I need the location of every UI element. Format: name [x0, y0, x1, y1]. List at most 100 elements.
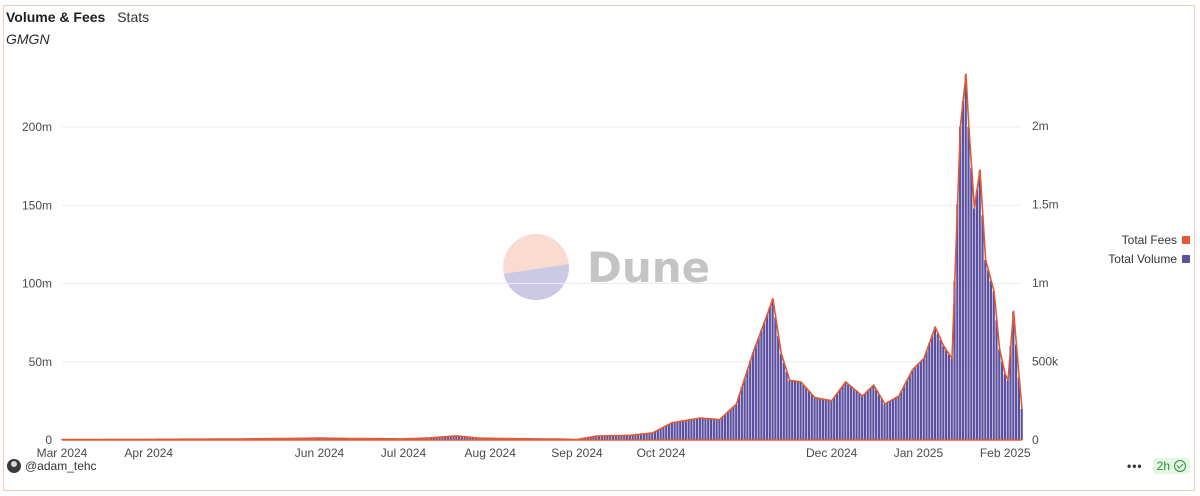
- author-name: @adam_tehc: [25, 459, 97, 473]
- volume-bar: [779, 353, 783, 440]
- volume-bar: [827, 400, 830, 440]
- volume-bar: [807, 391, 811, 440]
- y-right-tick-label: 500k: [1032, 355, 1059, 369]
- volume-bar: [463, 436, 466, 440]
- volume-bar: [469, 437, 472, 440]
- volume-bar: [950, 358, 953, 440]
- volume-bar: [841, 385, 844, 440]
- refresh-badge[interactable]: 2h: [1152, 458, 1190, 474]
- y-left-tick-label: 100m: [22, 277, 52, 291]
- volume-bar: [628, 435, 631, 440]
- legend-item-total-fees[interactable]: Total Fees: [1108, 230, 1190, 249]
- volume-bar: [676, 421, 679, 440]
- volume-bar: [623, 435, 626, 440]
- volume-bar: [796, 381, 799, 440]
- volume-bar: [880, 399, 883, 440]
- legend-swatch-total-volume: [1182, 254, 1190, 263]
- x-tick-label: Sep 2024: [551, 446, 603, 460]
- y-right-tick-label: 0: [1032, 433, 1039, 447]
- volume-bar: [721, 417, 724, 440]
- volume-bar: [891, 399, 895, 440]
- volume-bar: [494, 438, 497, 440]
- volume-bar: [427, 437, 430, 440]
- volume-bar: [869, 387, 872, 440]
- volume-bar: [989, 280, 993, 440]
- y-left-tick-label: 200m: [22, 120, 52, 134]
- volume-bar: [810, 394, 813, 440]
- tab-stats[interactable]: Stats: [117, 9, 150, 25]
- volume-bar: [1012, 311, 1015, 440]
- volume-bar: [1009, 346, 1012, 440]
- volume-bar: [637, 434, 640, 440]
- volume-bar: [488, 438, 492, 440]
- volume-bar: [737, 395, 741, 440]
- volume-bar: [631, 435, 634, 440]
- volume-bar: [1001, 361, 1004, 440]
- volume-bar: [819, 398, 822, 440]
- legend-item-total-volume[interactable]: Total Volume: [1108, 249, 1190, 268]
- volume-bar: [332, 438, 335, 440]
- volume-bar: [802, 385, 805, 440]
- volume-bar: [698, 418, 701, 440]
- volume-bar: [620, 435, 623, 440]
- volume-bar: [611, 435, 615, 440]
- volume-bar: [304, 438, 307, 440]
- volume-bar: [967, 127, 970, 440]
- volume-bar: [483, 438, 486, 440]
- volume-bar: [670, 422, 673, 440]
- legend-label-total-volume: Total Volume: [1108, 251, 1177, 266]
- volume-bar: [908, 374, 911, 440]
- volume-bar: [653, 431, 657, 440]
- volume-bar: [970, 167, 973, 440]
- volume-bar: [933, 327, 937, 440]
- volume-bar: [835, 393, 839, 440]
- volume-bar: [446, 436, 450, 440]
- x-tick-label: Jan 2025: [894, 446, 944, 460]
- author-attribution[interactable]: @adam_tehc: [7, 459, 97, 473]
- volume-bar: [312, 438, 315, 440]
- volume-bar: [430, 437, 433, 440]
- volume-bar: [919, 361, 923, 440]
- volume-bar: [444, 436, 447, 440]
- volume-bar: [931, 335, 934, 440]
- volume-bar: [785, 371, 788, 440]
- volume-bar: [326, 438, 329, 440]
- volume-bar: [656, 430, 659, 440]
- volume-bar: [634, 434, 637, 440]
- volume-bar: [740, 386, 743, 440]
- volume-bar: [586, 437, 589, 440]
- volume-bar: [298, 438, 301, 440]
- volume-bar: [651, 432, 654, 440]
- volume-bar: [903, 385, 906, 440]
- volume-bar: [978, 170, 981, 440]
- volume-bar: [858, 393, 861, 440]
- legend-label-total-fees: Total Fees: [1121, 232, 1177, 247]
- footer-controls: ••• 2h: [1127, 458, 1190, 474]
- volume-bar: [936, 333, 939, 440]
- volume-bar: [435, 437, 438, 440]
- volume-bar: [1017, 377, 1020, 440]
- volume-bar: [343, 438, 346, 440]
- volume-bar: [474, 437, 478, 440]
- volume-bar: [687, 419, 690, 440]
- volume-bar: [458, 436, 461, 440]
- volume-bar: [597, 436, 601, 440]
- volume-bar: [973, 208, 976, 440]
- volume-bar: [701, 418, 704, 440]
- volume-bar: [715, 419, 718, 440]
- more-options-icon[interactable]: •••: [1127, 459, 1143, 473]
- volume-bar: [849, 386, 853, 440]
- volume-bar: [961, 101, 965, 441]
- volume-bar: [645, 433, 648, 440]
- volume-bar: [684, 420, 687, 440]
- volume-bar: [712, 419, 715, 440]
- volume-bar: [609, 435, 612, 440]
- volume-bar: [617, 435, 620, 440]
- volume-bar: [477, 438, 480, 440]
- x-tick-label: Jun 2024: [295, 446, 345, 460]
- volume-bar: [603, 435, 606, 440]
- avatar: [7, 459, 21, 473]
- volume-bar: [1006, 380, 1009, 440]
- volume-bar: [695, 418, 699, 440]
- chart-legend: Total Fees Total Volume: [1108, 230, 1190, 268]
